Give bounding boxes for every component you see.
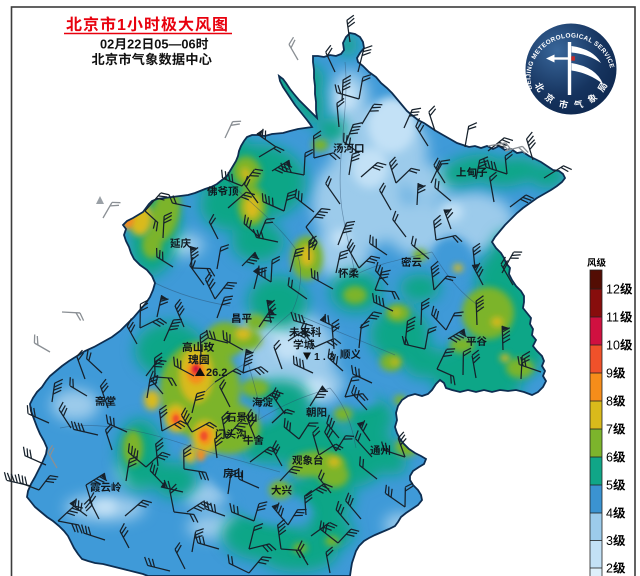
svg-text:9: 9 bbox=[606, 367, 613, 381]
svg-text:11: 11 bbox=[606, 311, 619, 325]
svg-text:6: 6 bbox=[606, 451, 613, 465]
svg-text:05—06: 05—06 bbox=[154, 37, 195, 52]
svg-text:4: 4 bbox=[606, 507, 613, 521]
svg-text:3: 3 bbox=[606, 534, 613, 548]
svg-text:12: 12 bbox=[606, 283, 620, 297]
svg-text:10: 10 bbox=[606, 339, 620, 353]
svg-text:1: 1 bbox=[117, 17, 127, 34]
svg-text:8: 8 bbox=[606, 395, 613, 409]
svg-text:2: 2 bbox=[606, 562, 613, 576]
svg-text:26.2: 26.2 bbox=[206, 367, 227, 379]
svg-text:1.3: 1.3 bbox=[314, 351, 338, 363]
svg-text:5: 5 bbox=[606, 479, 613, 493]
svg-text:02: 02 bbox=[100, 37, 114, 52]
svg-text:22: 22 bbox=[127, 37, 141, 52]
svg-text:7: 7 bbox=[606, 423, 613, 437]
